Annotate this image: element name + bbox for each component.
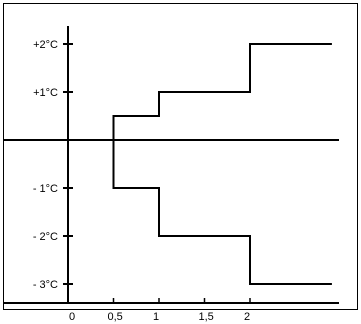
tick-labels: +2°C +1°C - 1°C - 2°C - 3°C 0 0,5 1 1,5 2	[33, 39, 250, 323]
x-tick-label: 2	[244, 311, 250, 323]
x-tick-label: 0,5	[108, 311, 123, 323]
series-line-2	[112, 140, 332, 285]
series-layer	[112, 43, 332, 285]
chart-frame	[3, 3, 358, 310]
x-tick-label: 1	[153, 311, 159, 323]
axes	[4, 26, 339, 304]
y-tick-label: - 1°C	[33, 183, 58, 195]
series-line-1	[112, 43, 332, 140]
x-tick-label: 0	[69, 311, 75, 323]
y-tick-label: - 3°C	[33, 279, 58, 291]
y-tick-label: +2°C	[33, 39, 58, 51]
y-tick-label: +1°C	[33, 87, 58, 99]
y-tick-label: - 2°C	[33, 231, 58, 243]
x-tick-label: 1,5	[199, 311, 214, 323]
